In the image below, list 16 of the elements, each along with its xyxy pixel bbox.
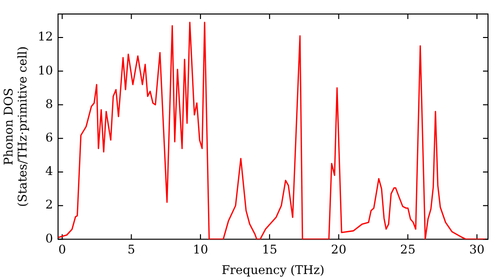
y-tick-label: 8	[45, 96, 54, 111]
x-tick-label: 10	[192, 242, 208, 257]
y-tick-label: 0	[45, 231, 54, 246]
y-tick-label: 2	[45, 198, 54, 212]
x-tick-label: 5	[128, 242, 136, 257]
x-tick-label: 25	[400, 242, 416, 257]
y-tick-label: 6	[45, 130, 54, 144]
y-tick-label: 4	[45, 164, 54, 178]
y-axis-title: Phonon DOS (States/THz·primitive cell)	[1, 46, 30, 207]
y-tick-label: 10	[38, 63, 54, 78]
y-tick-label: 12	[38, 30, 54, 44]
x-tick-label: 30	[469, 242, 485, 257]
x-tick-label: 0	[58, 242, 66, 257]
x-axis-title: Frequency (THz)	[222, 262, 324, 277]
x-tick-label: 20	[331, 242, 346, 257]
x-tick-label: 15	[262, 242, 278, 257]
